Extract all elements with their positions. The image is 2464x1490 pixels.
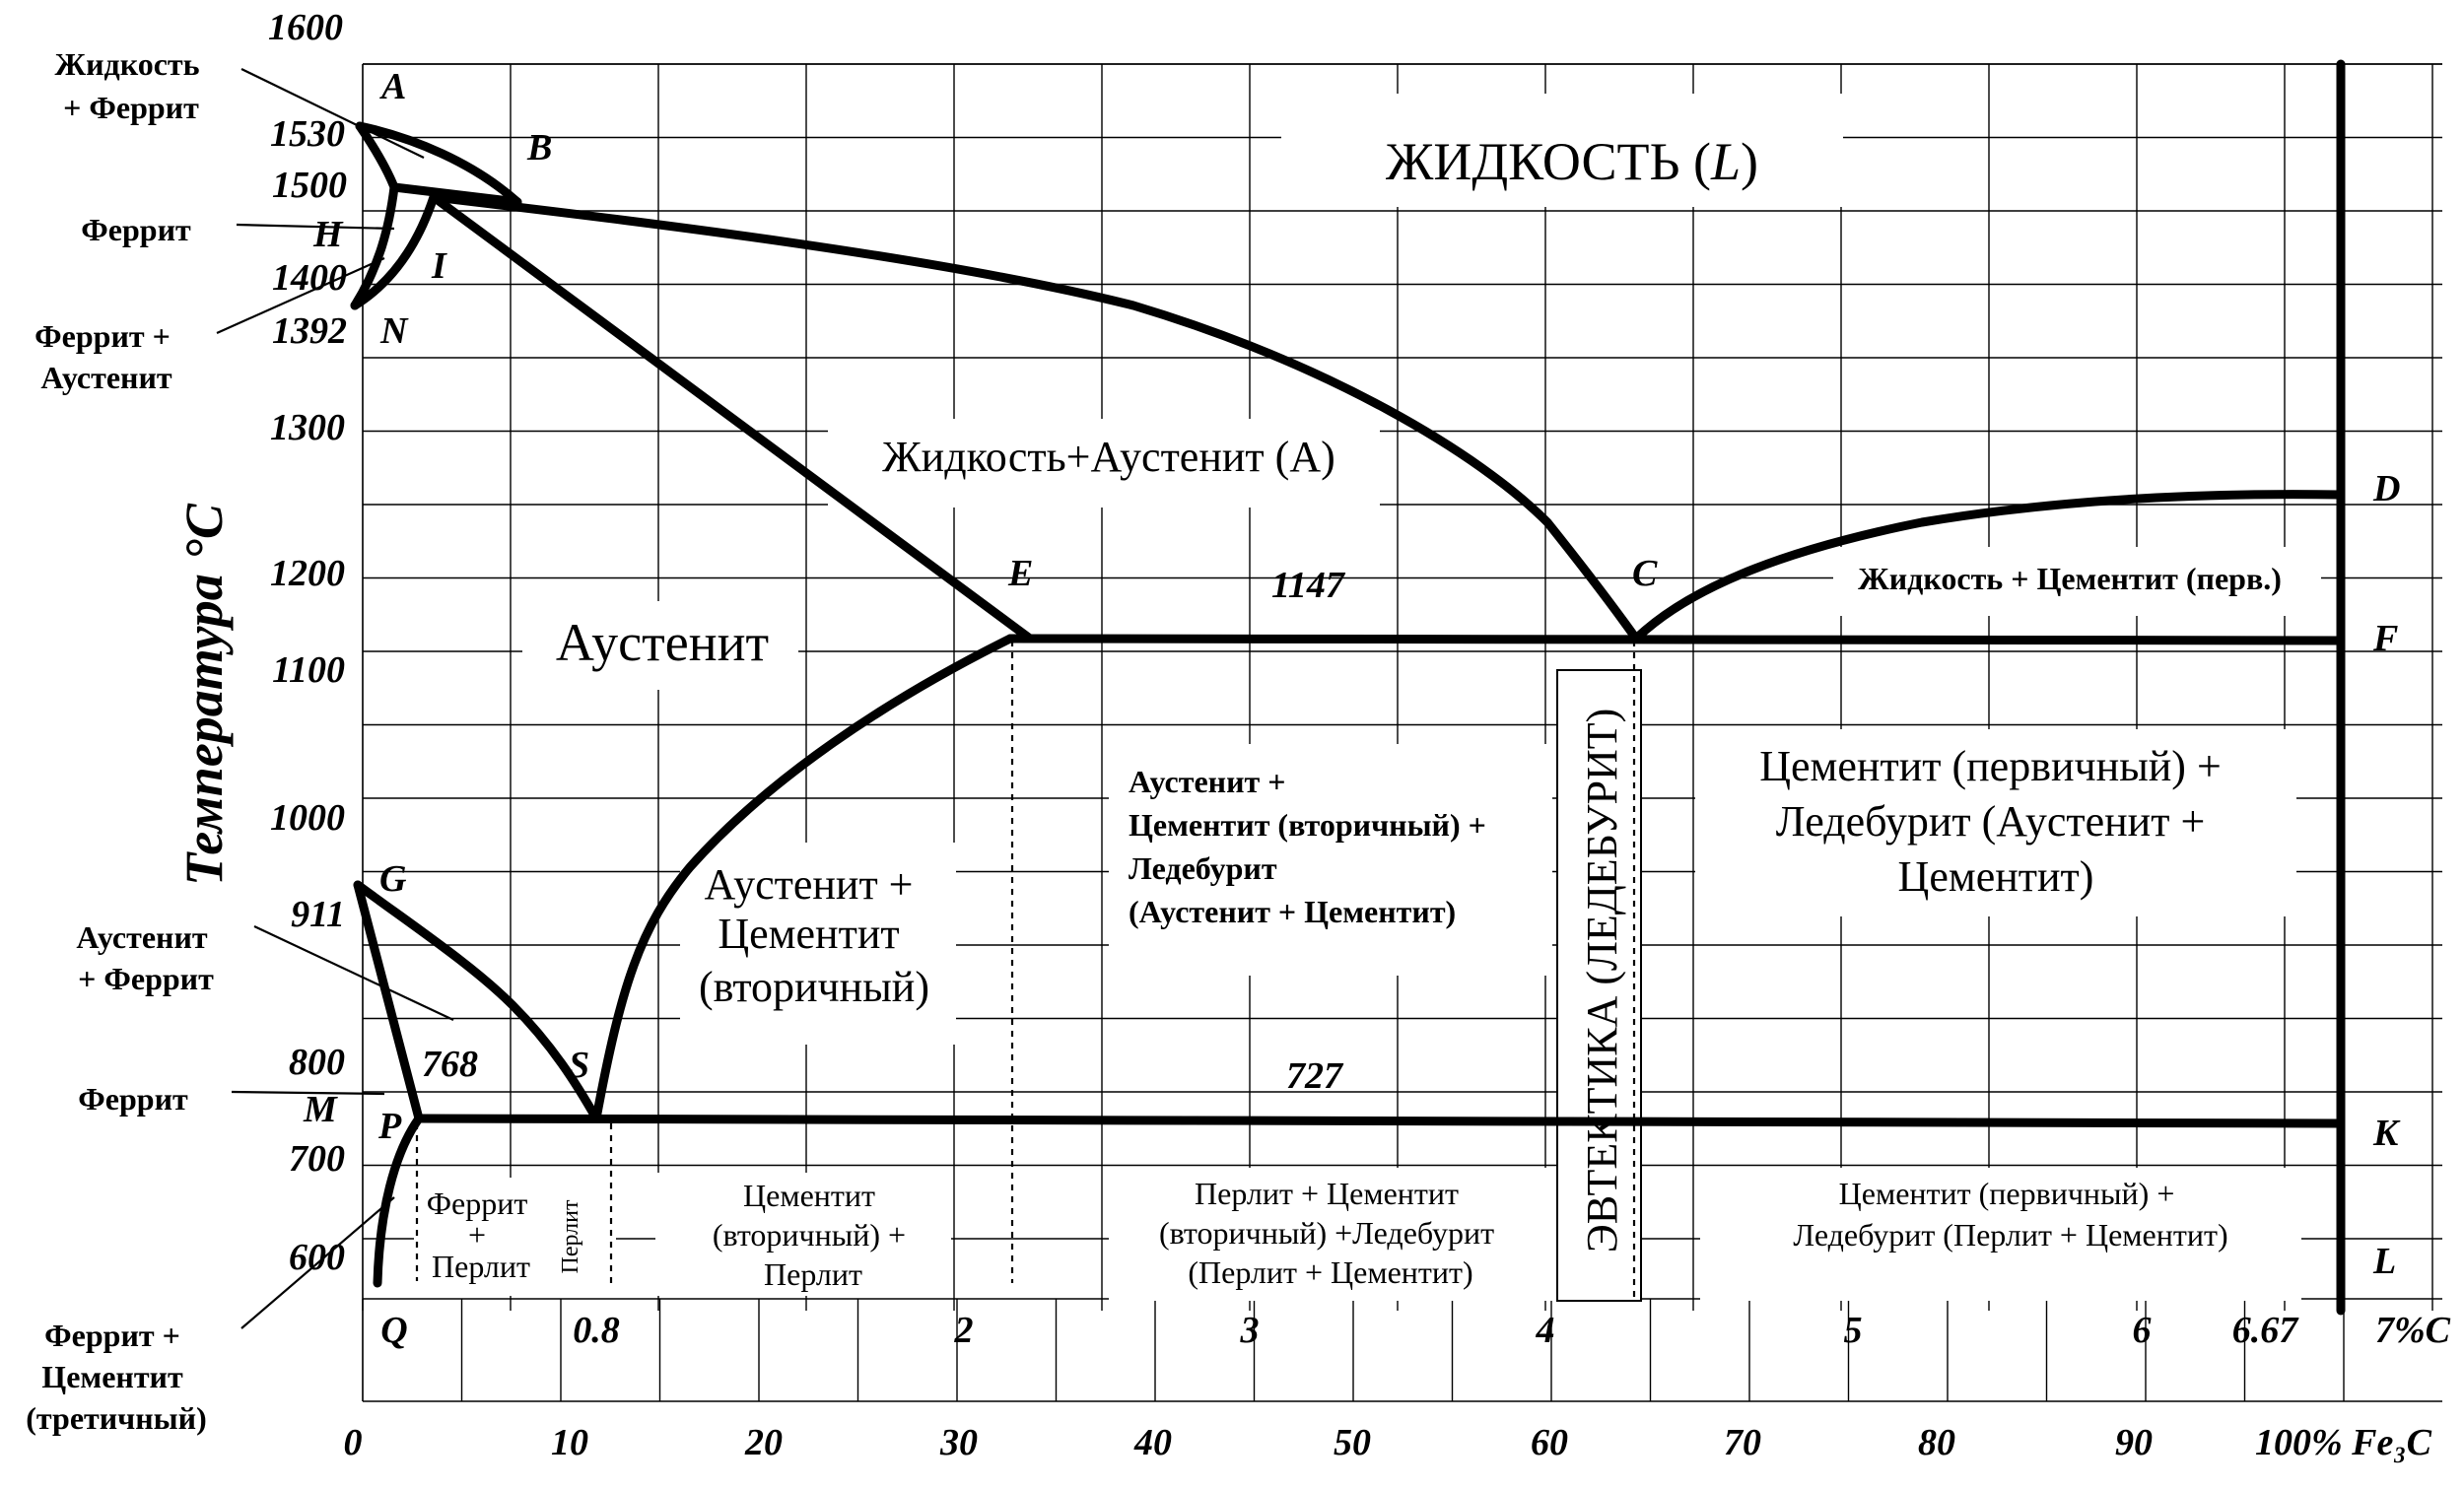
austenite-label: Аустенит bbox=[556, 613, 769, 672]
phase-lines bbox=[350, 59, 2346, 1316]
liquid-austenite-label: Жидкость+Аустенит (А) bbox=[882, 433, 1335, 481]
fe3c-axis: 0 10 20 30 40 50 60 70 80 90 100% Fe₃C bbox=[344, 1422, 2432, 1463]
ferrite-pearlite-label: Феррит + Перлит bbox=[427, 1185, 536, 1284]
temp-tick: 700 bbox=[289, 1138, 345, 1180]
point-P: P bbox=[377, 1106, 402, 1147]
pearl-cem-led-label: Перлит + Цементит (вторичный) +Ледебурит… bbox=[1159, 1176, 1502, 1290]
aus-cem-led-label: Аустенит + Цементит (вторичный) + Ледебу… bbox=[1129, 764, 1494, 929]
line-IN bbox=[350, 192, 439, 310]
side-austenite-ferrite: Аустенит + Феррит bbox=[76, 919, 215, 996]
carbon-tick: 6.67 bbox=[2232, 1310, 2300, 1351]
carbon-tick: 3 bbox=[1240, 1310, 1260, 1351]
point-I: I bbox=[431, 245, 447, 287]
temp-727: 727 bbox=[1286, 1055, 1344, 1097]
carbon-tick: 5 bbox=[1844, 1310, 1863, 1351]
cem-led-aus-label: Цементит (первичный) + Ледебурит (Аустен… bbox=[1759, 742, 2232, 901]
point-L: L bbox=[2372, 1241, 2396, 1282]
liquidus-BC bbox=[429, 192, 1641, 643]
point-H: H bbox=[312, 214, 344, 255]
fe3c-tick: 60 bbox=[1531, 1422, 1568, 1463]
liquidus-CD bbox=[1631, 490, 2346, 643]
point-K: K bbox=[2372, 1113, 2401, 1154]
point-E: E bbox=[1007, 553, 1033, 594]
point-G: G bbox=[379, 858, 407, 900]
point-labels: A B H I N E C D F G S P M K L 1147 727 7… bbox=[303, 66, 2401, 1282]
fe3c-tick: 10 bbox=[551, 1422, 588, 1463]
region-labels: ЖИДКОСТЬ (L) Жидкость+Аустенит (А) Аусте… bbox=[427, 132, 2282, 1292]
aus-cem-sec-label: Аустенит + Цементит (вторичный) bbox=[699, 860, 929, 1011]
region-frames bbox=[1556, 669, 1642, 1302]
carbon-tick: Q bbox=[380, 1310, 407, 1351]
temp-tick: 1100 bbox=[272, 649, 345, 691]
eutectic-EF bbox=[1005, 634, 2346, 645]
label-masks bbox=[414, 94, 2321, 1301]
temp-tick: 911 bbox=[291, 894, 345, 935]
fe3c-tick: 50 bbox=[1334, 1422, 1371, 1463]
side-ferrite-cementite: Феррит + Цементит (третичный) bbox=[26, 1318, 206, 1436]
peritectic-HB bbox=[389, 182, 522, 207]
dashed-lines bbox=[415, 641, 1636, 1299]
temp-tick: 1600 bbox=[268, 7, 343, 48]
point-A: A bbox=[379, 66, 406, 107]
temp-tick: 1000 bbox=[270, 797, 345, 839]
leader-lines bbox=[216, 68, 454, 1329]
fe3c-tick: 40 bbox=[1133, 1422, 1172, 1463]
fe3c-tick: 100% Fe₃C bbox=[2255, 1422, 2432, 1463]
temp-tick: 1400 bbox=[272, 257, 347, 299]
eutectoid-PK bbox=[414, 1114, 2346, 1128]
temp-tick: 800 bbox=[289, 1042, 345, 1083]
carbon-tick: 4 bbox=[1536, 1310, 1555, 1351]
point-N: N bbox=[379, 310, 409, 352]
temp-tick: 1500 bbox=[272, 165, 347, 206]
temp-tick: 1200 bbox=[270, 553, 345, 594]
point-M: M bbox=[303, 1089, 338, 1130]
carbon-axis: Q 0.8 2 3 4 5 6 6.67 7%C bbox=[380, 1310, 2450, 1351]
point-B: B bbox=[526, 127, 552, 169]
temperature-axis: 1600 1530 1500 1400 1392 1300 1200 1100 … bbox=[268, 7, 347, 1278]
point-F: F bbox=[2372, 618, 2398, 659]
cem-led-pearl-label: Цементит (первичный) + Ледебурит (Перлит… bbox=[1793, 1176, 2227, 1253]
fe3c-tick: 20 bbox=[744, 1422, 783, 1463]
solidus-AH bbox=[355, 121, 399, 192]
point-C: C bbox=[1632, 553, 1658, 594]
y-axis-title: Температура °C bbox=[174, 503, 234, 886]
line-GS bbox=[353, 880, 601, 1123]
line-HN bbox=[350, 182, 399, 310]
carbon-tick: 7%C bbox=[2375, 1310, 2451, 1351]
liquidus-AB bbox=[355, 121, 522, 207]
liquid-label: ЖИДКОСТЬ (L) bbox=[1386, 132, 1758, 191]
temp-tick: 1530 bbox=[270, 113, 345, 155]
fe3c-tick: 0 bbox=[344, 1422, 363, 1463]
fe3c-tick: 80 bbox=[1918, 1422, 1955, 1463]
point-D: D bbox=[2372, 468, 2400, 509]
fe3c-tick: 70 bbox=[1724, 1422, 1761, 1463]
carbon-tick: 0.8 bbox=[573, 1310, 620, 1351]
carbon-tick: 2 bbox=[954, 1310, 974, 1351]
temp-1147: 1147 bbox=[1271, 565, 1346, 606]
solidus-IE bbox=[429, 192, 1035, 643]
pearlite-label: Перлит bbox=[558, 1199, 583, 1273]
temp-tick: 1300 bbox=[270, 407, 345, 448]
side-ferrite-top: Феррит bbox=[81, 212, 191, 247]
carbon-tick: 6 bbox=[2133, 1310, 2152, 1351]
fe3c-tick: 30 bbox=[939, 1422, 978, 1463]
side-labels: Жидкость + Феррит Феррит Феррит + Аустен… bbox=[26, 46, 215, 1436]
side-liquid-ferrite: Жидкость + Феррит bbox=[54, 46, 207, 125]
eutectic-label: ЭВТЕКТИКА (ЛЕДЕБУРИТ) bbox=[1578, 709, 1626, 1253]
temp-tick: 1392 bbox=[272, 310, 347, 352]
cem-sec-pearlite-label: Цементит (вторичный) + Перлит bbox=[713, 1178, 914, 1292]
solvus-ES bbox=[591, 634, 1015, 1123]
side-ferrite-low: Феррит bbox=[78, 1081, 188, 1117]
line-GP bbox=[353, 880, 424, 1123]
liquid-cementite-label: Жидкость + Цементит (перв.) bbox=[1858, 561, 2282, 596]
side-ferrite-austenite: Феррит + Аустенит bbox=[34, 318, 178, 395]
solvus-PQ bbox=[373, 1114, 424, 1288]
temp-tick: 600 bbox=[289, 1237, 345, 1278]
fe3c-tick: 90 bbox=[2115, 1422, 2153, 1463]
point-S: S bbox=[569, 1045, 589, 1086]
temp-768: 768 bbox=[422, 1044, 478, 1085]
